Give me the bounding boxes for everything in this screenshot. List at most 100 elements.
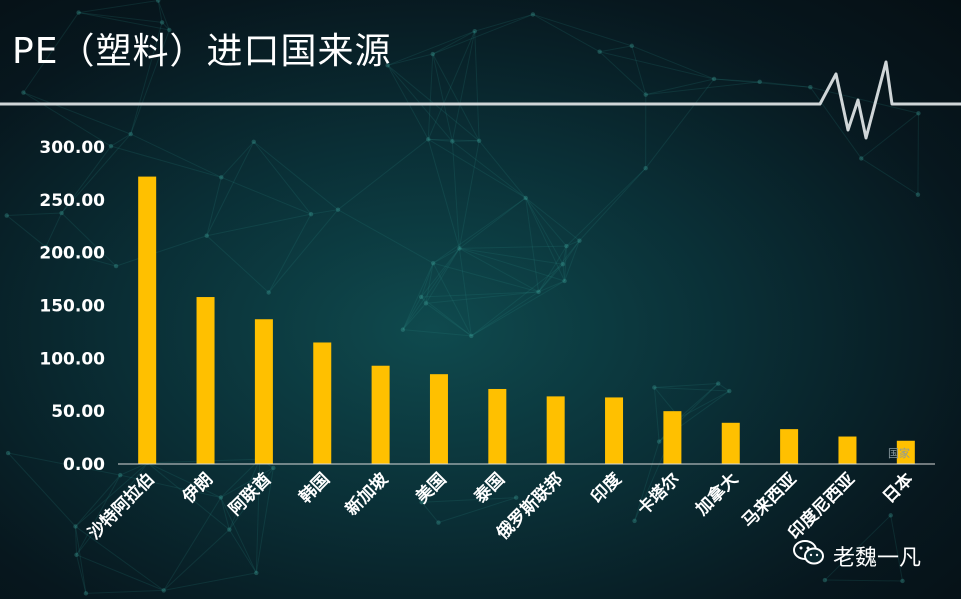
network-node (385, 63, 390, 68)
network-link (470, 263, 564, 337)
network-link (599, 51, 715, 80)
network-link (402, 302, 427, 330)
network-node (716, 381, 721, 386)
network-node (808, 85, 813, 90)
network-link (860, 112, 919, 159)
network-link (645, 81, 760, 96)
network-link (427, 139, 460, 249)
network-link (23, 92, 112, 147)
network-link (562, 240, 580, 265)
network-link (861, 157, 919, 196)
x-tick-label: 卡塔尔 (633, 469, 684, 520)
network-link (78, 0, 159, 14)
network-link (562, 245, 567, 265)
y-tick-label: 300.00 (39, 138, 105, 158)
network-link (458, 140, 480, 249)
network-link (425, 248, 460, 304)
network-link (421, 497, 517, 503)
network-node (4, 213, 9, 218)
x-axis-title: 国家 (888, 446, 910, 460)
network-node (450, 139, 455, 144)
bar-series (138, 176, 915, 464)
network-link (75, 526, 165, 591)
network-link (157, 0, 170, 31)
network-node (83, 591, 89, 596)
network-link (402, 329, 472, 337)
network-link (147, 462, 230, 530)
network-link (538, 240, 580, 293)
bar (488, 388, 507, 464)
network-node (560, 262, 566, 267)
network-node (108, 143, 114, 149)
bar (196, 297, 215, 464)
network-node (643, 166, 648, 171)
x-tick-label: 印度 (587, 468, 627, 508)
network-link (438, 497, 517, 523)
network-link (420, 262, 434, 298)
network-node (822, 577, 828, 583)
network-link (478, 140, 527, 199)
network-link (220, 497, 257, 574)
bar (721, 422, 740, 464)
bar (663, 411, 682, 464)
network-node (577, 238, 582, 243)
network-link (6, 212, 62, 217)
network-link (714, 78, 811, 88)
network-link (532, 13, 600, 53)
network-link (428, 138, 480, 142)
wechat-icon (793, 540, 824, 565)
network-link (387, 65, 429, 140)
network-link (421, 501, 439, 523)
network-link (61, 133, 132, 214)
network-link (76, 474, 121, 556)
network-node (308, 211, 314, 217)
network-link (253, 141, 339, 211)
network-link (654, 383, 719, 388)
network-node (418, 294, 424, 300)
network-link (220, 458, 261, 498)
network-link (645, 78, 715, 169)
x-tick-label: 韩国 (295, 469, 334, 508)
bar (780, 429, 799, 464)
network-link (433, 262, 539, 293)
network-link (459, 197, 527, 249)
x-tick-label: 阿联酋 (225, 469, 276, 520)
y-tick-label: 150.00 (39, 297, 105, 317)
network-link (255, 467, 274, 573)
y-axis: 0.00 50.00 100.00 150.00 200.00 250.00 300.00 (39, 138, 105, 475)
network-link (631, 45, 715, 80)
network-node (59, 210, 64, 216)
network-link (564, 246, 567, 282)
network-link (130, 22, 163, 135)
network-link (679, 390, 730, 419)
network-node (430, 260, 436, 266)
network-node (530, 12, 536, 17)
bar (838, 436, 857, 464)
network-node (335, 207, 341, 212)
page-title: PE（塑料）进口国来源 (12, 31, 392, 72)
network-link (420, 248, 460, 298)
network-link (599, 51, 647, 95)
network-link (459, 247, 539, 293)
network-link (206, 213, 312, 237)
network-node (652, 385, 657, 390)
bar (546, 396, 565, 464)
network-link (538, 280, 565, 293)
network-link (428, 138, 526, 199)
network-link (425, 302, 472, 337)
bar (138, 176, 157, 464)
network-node (118, 472, 123, 478)
network-link (428, 138, 453, 142)
network-link (653, 387, 660, 442)
x-tick-label: 伊朗 (177, 469, 217, 509)
network-link (402, 296, 422, 330)
network-link (452, 140, 480, 142)
x-tick-label: 日本 (878, 469, 917, 508)
network-link (532, 13, 632, 47)
network-link (78, 12, 163, 23)
network-node (76, 10, 81, 15)
bar (896, 440, 915, 464)
network-link (61, 212, 117, 267)
network-node (161, 588, 166, 593)
network-link (228, 459, 261, 530)
